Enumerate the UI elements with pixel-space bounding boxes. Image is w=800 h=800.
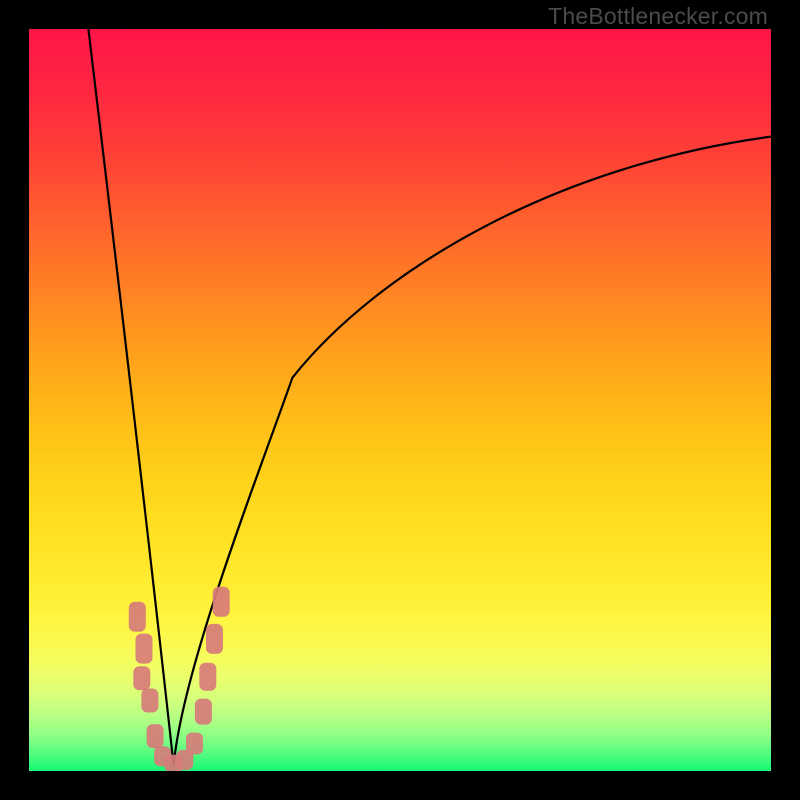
watermark-text: TheBottlenecker.com <box>548 3 768 30</box>
data-marker <box>186 733 203 755</box>
chart-frame: TheBottlenecker.com <box>0 0 800 800</box>
data-marker <box>199 663 216 691</box>
plot-area <box>29 29 771 771</box>
bottleneck-curve <box>88 29 771 766</box>
data-marker <box>133 666 150 690</box>
data-marker <box>136 634 153 664</box>
data-marker <box>195 699 212 725</box>
chart-svg <box>29 29 771 771</box>
data-markers <box>129 587 230 771</box>
data-marker <box>129 602 146 632</box>
data-marker <box>206 624 223 654</box>
data-marker <box>147 724 164 748</box>
data-marker <box>213 587 230 617</box>
data-marker <box>141 689 158 713</box>
